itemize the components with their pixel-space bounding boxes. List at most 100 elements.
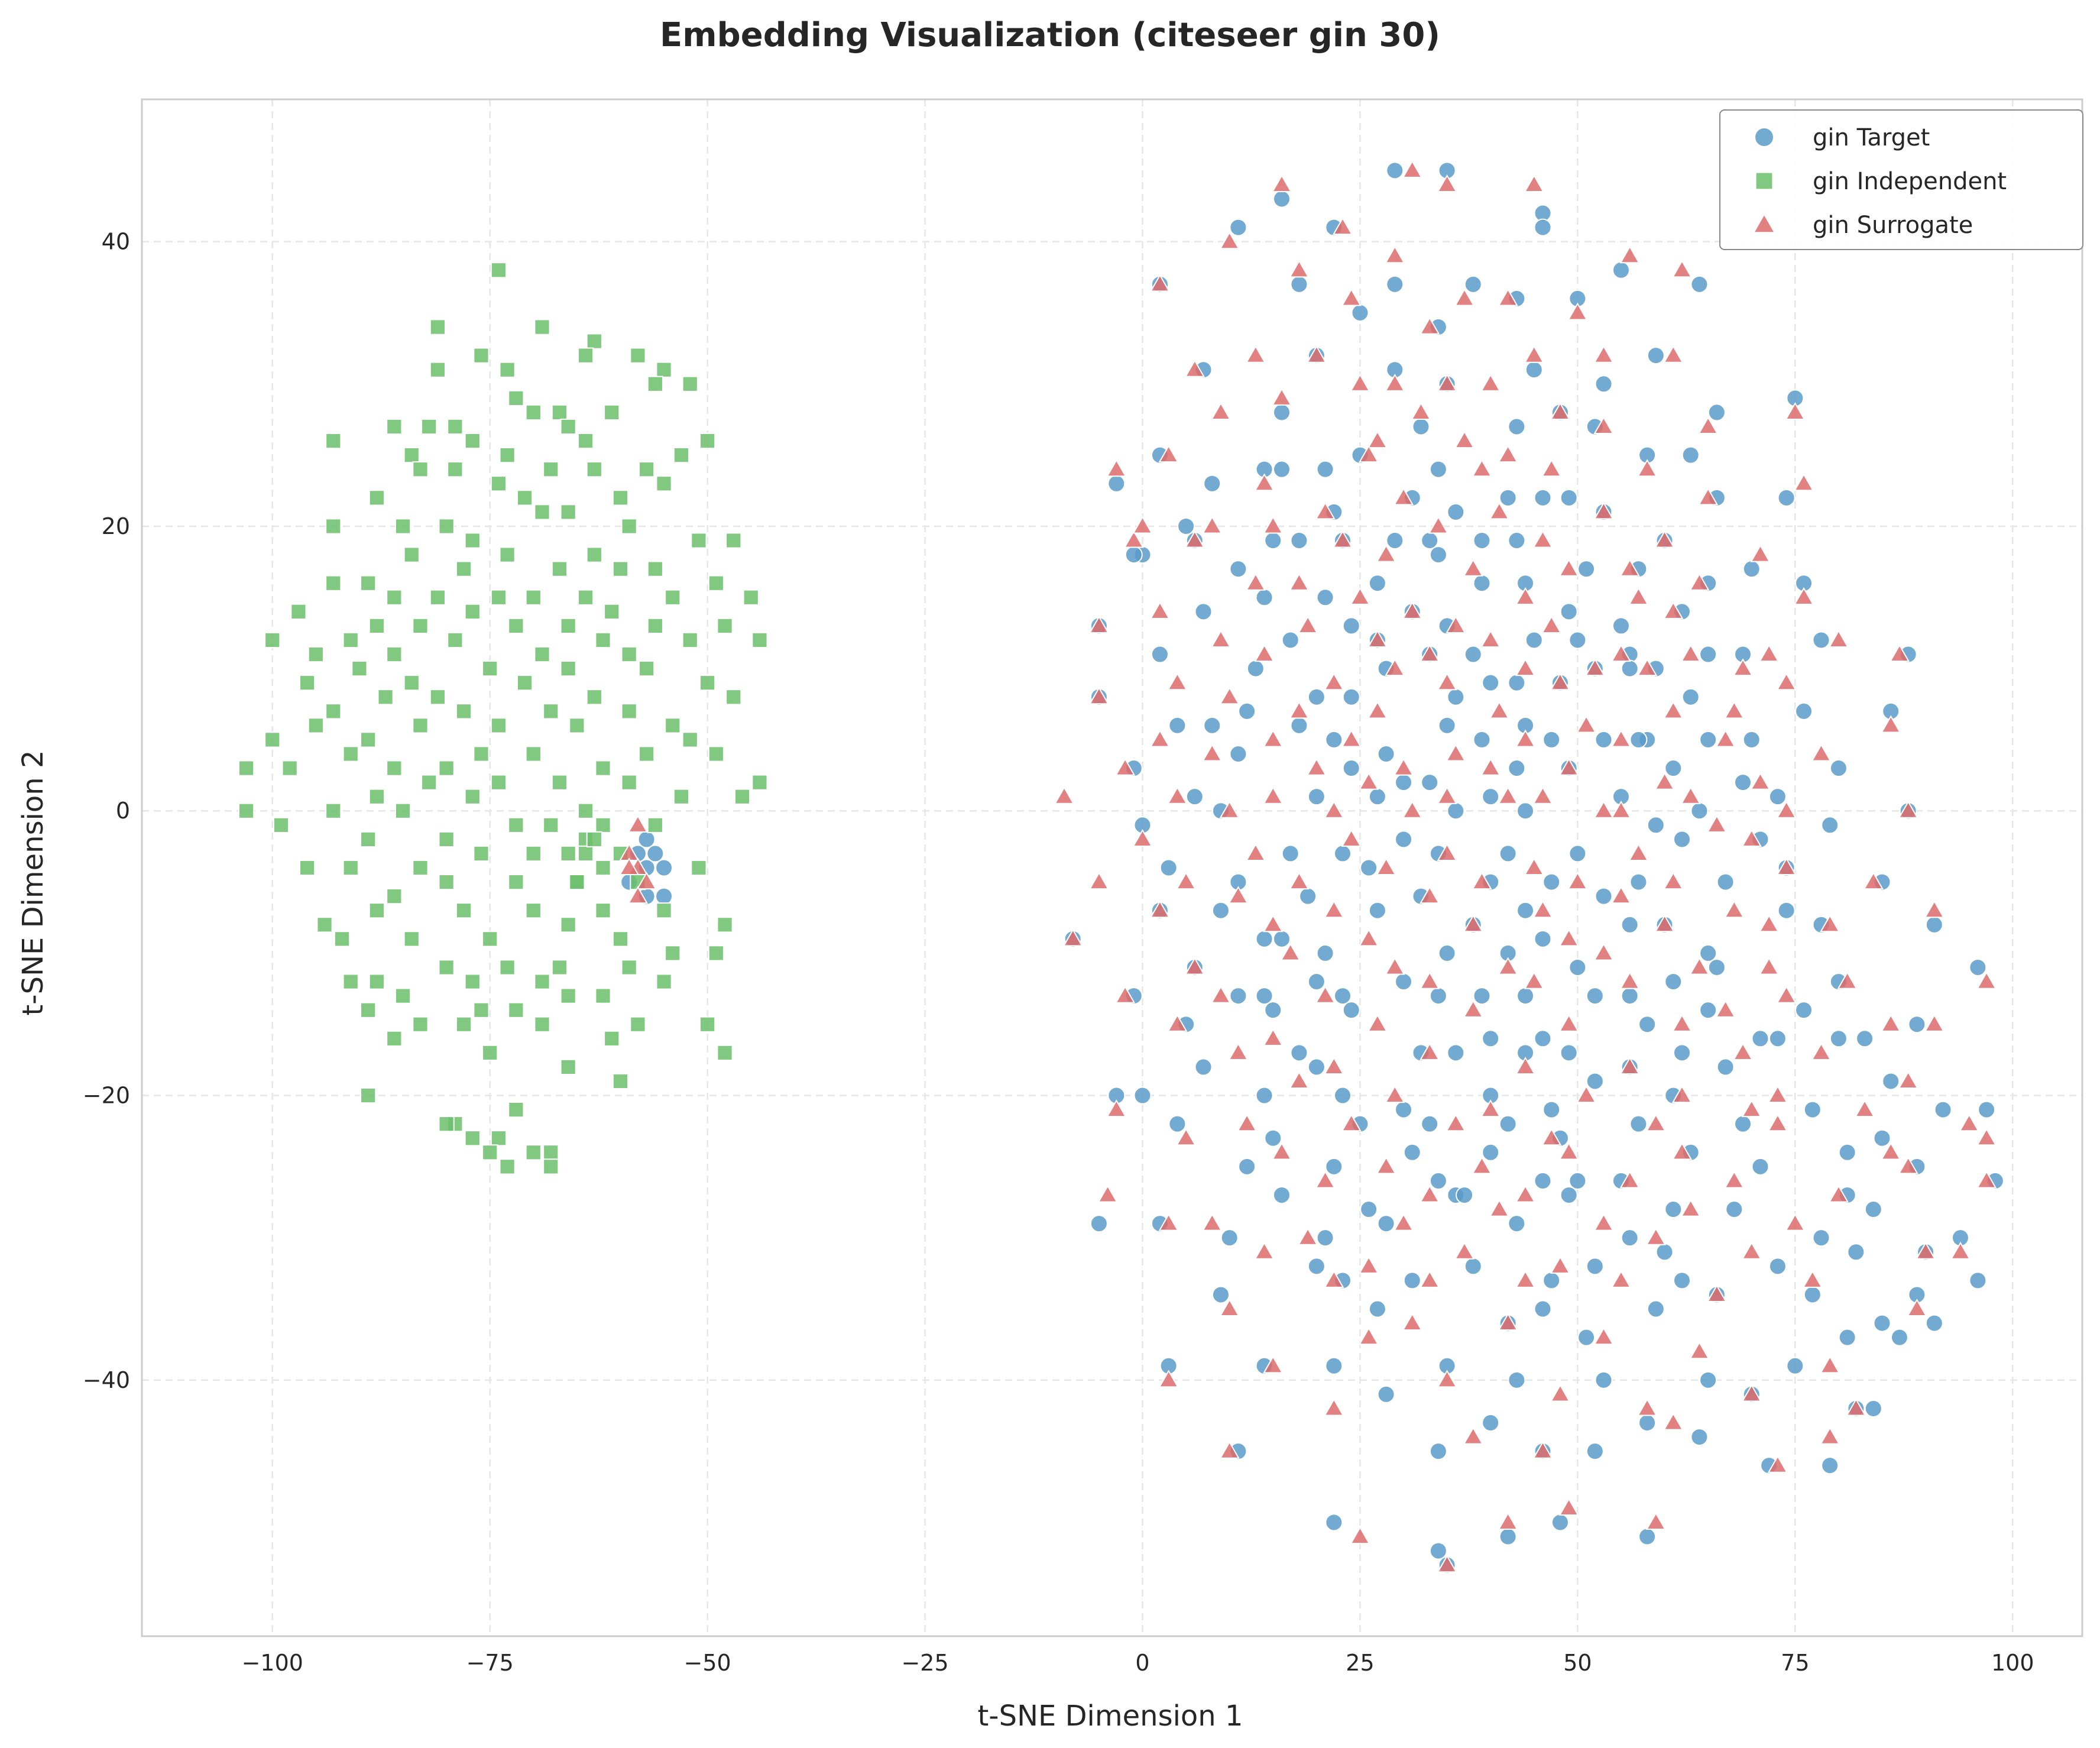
point-gin-surrogate bbox=[1263, 516, 1284, 534]
legend-label-gin-independent: gin Independent bbox=[1813, 168, 2007, 195]
point-gin-target bbox=[1447, 688, 1465, 706]
point-gin-independent bbox=[438, 959, 455, 976]
point-gin-target bbox=[1429, 987, 1447, 1005]
point-gin-independent bbox=[525, 902, 542, 919]
point-gin-target bbox=[1812, 631, 1830, 649]
point-gin-independent bbox=[499, 1158, 516, 1175]
point-gin-independent bbox=[525, 589, 542, 606]
point-gin-surrogate bbox=[1689, 957, 1710, 975]
point-gin-surrogate bbox=[1472, 459, 1492, 477]
point-gin-surrogate bbox=[1663, 1412, 1684, 1430]
point-gin-surrogate bbox=[1350, 1526, 1370, 1545]
point-gin-target bbox=[1395, 1100, 1413, 1119]
point-gin-target bbox=[1508, 417, 1526, 436]
point-gin-target bbox=[1534, 1030, 1552, 1048]
point-gin-surrogate bbox=[1863, 872, 1884, 890]
point-gin-surrogate bbox=[1376, 544, 1396, 562]
point-gin-independent bbox=[368, 490, 385, 506]
point-gin-target bbox=[1716, 1058, 1735, 1076]
point-gin-independent bbox=[360, 1087, 377, 1104]
point-gin-surrogate bbox=[1550, 1384, 1571, 1402]
point-gin-target bbox=[1272, 460, 1291, 478]
point-gin-surrogate bbox=[1689, 572, 1710, 591]
point-gin-target bbox=[1777, 901, 1796, 920]
point-gin-surrogate bbox=[1558, 1014, 1579, 1032]
point-gin-surrogate bbox=[1593, 943, 1614, 961]
point-gin-target bbox=[1499, 1527, 1517, 1546]
point-gin-surrogate bbox=[1385, 957, 1405, 975]
point-gin-independent bbox=[333, 931, 351, 947]
point-gin-target bbox=[1525, 631, 1543, 649]
point-gin-surrogate bbox=[1437, 786, 1457, 804]
point-gin-independent bbox=[560, 617, 576, 634]
point-gin-surrogate bbox=[1385, 1085, 1405, 1103]
point-gin-independent bbox=[325, 575, 342, 591]
point-gin-independent bbox=[499, 361, 516, 378]
point-gin-surrogate bbox=[1324, 1398, 1344, 1416]
point-gin-surrogate bbox=[1593, 800, 1614, 818]
point-gin-surrogate bbox=[1054, 786, 1075, 804]
point-gin-target bbox=[1342, 1001, 1360, 1019]
point-gin-surrogate bbox=[1698, 416, 1719, 435]
point-gin-surrogate bbox=[1219, 1299, 1240, 1317]
point-gin-independent bbox=[560, 917, 576, 933]
point-gin-target bbox=[1159, 859, 1178, 877]
point-gin-target bbox=[1124, 546, 1143, 564]
point-gin-surrogate bbox=[1776, 672, 1797, 691]
point-gin-surrogate bbox=[1558, 558, 1579, 577]
point-gin-surrogate bbox=[1732, 658, 1754, 676]
point-gin-surrogate bbox=[1289, 260, 1310, 278]
point-gin-surrogate bbox=[1280, 943, 1301, 961]
point-gin-target bbox=[1647, 347, 1665, 365]
point-gin-target bbox=[1534, 930, 1552, 948]
y-tick-label: 20 bbox=[102, 513, 130, 539]
point-gin-independent bbox=[464, 1130, 481, 1147]
point-gin-target bbox=[1482, 1414, 1500, 1432]
point-gin-independent bbox=[595, 760, 611, 776]
point-gin-target bbox=[1429, 1542, 1447, 1560]
point-gin-target bbox=[1203, 716, 1221, 734]
point-gin-target bbox=[1681, 446, 1700, 464]
point-gin-surrogate bbox=[1532, 530, 1553, 548]
point-gin-target bbox=[1151, 645, 1169, 663]
point-gin-independent bbox=[299, 675, 316, 691]
point-gin-surrogate bbox=[1715, 729, 1736, 747]
point-gin-surrogate bbox=[1463, 999, 1483, 1018]
point-gin-surrogate bbox=[1437, 373, 1457, 391]
point-gin-target bbox=[1716, 873, 1735, 891]
point-gin-surrogate bbox=[1524, 345, 1544, 363]
point-gin-target bbox=[1307, 1257, 1326, 1276]
point-gin-surrogate bbox=[1367, 430, 1388, 449]
point-gin-surrogate bbox=[1680, 786, 1701, 804]
point-gin-independent bbox=[325, 518, 342, 535]
point-gin-target bbox=[1873, 1314, 1891, 1332]
point-gin-surrogate bbox=[1541, 615, 1562, 633]
point-gin-surrogate bbox=[1750, 544, 1771, 562]
point-gin-surrogate bbox=[1088, 872, 1110, 890]
point-gin-surrogate bbox=[1428, 516, 1449, 534]
point-gin-independent bbox=[342, 859, 359, 876]
point-gin-surrogate bbox=[1463, 1426, 1483, 1445]
point-gin-surrogate bbox=[1420, 971, 1440, 989]
point-gin-surrogate bbox=[1637, 658, 1658, 676]
point-gin-surrogate bbox=[1498, 786, 1518, 804]
point-gin-surrogate bbox=[1437, 672, 1457, 691]
point-gin-surrogate bbox=[1480, 758, 1501, 776]
point-gin-surrogate bbox=[1254, 644, 1275, 662]
point-gin-target bbox=[1534, 1300, 1552, 1318]
point-gin-independent bbox=[534, 504, 550, 520]
point-gin-target bbox=[1377, 744, 1395, 763]
point-gin-target bbox=[1307, 788, 1326, 806]
point-gin-surrogate bbox=[1663, 345, 1684, 363]
point-gin-surrogate bbox=[1680, 1199, 1701, 1217]
point-gin-target bbox=[1647, 1300, 1665, 1318]
point-gin-independent bbox=[639, 461, 655, 478]
point-gin-independent bbox=[455, 902, 472, 919]
point-gin-independent bbox=[699, 1016, 716, 1032]
point-gin-independent bbox=[438, 518, 455, 535]
point-gin-surrogate bbox=[1149, 601, 1171, 619]
point-gin-surrogate bbox=[1393, 758, 1414, 776]
point-gin-independent bbox=[421, 418, 438, 435]
point-gin-independent bbox=[482, 931, 498, 947]
point-gin-surrogate bbox=[1184, 359, 1205, 377]
